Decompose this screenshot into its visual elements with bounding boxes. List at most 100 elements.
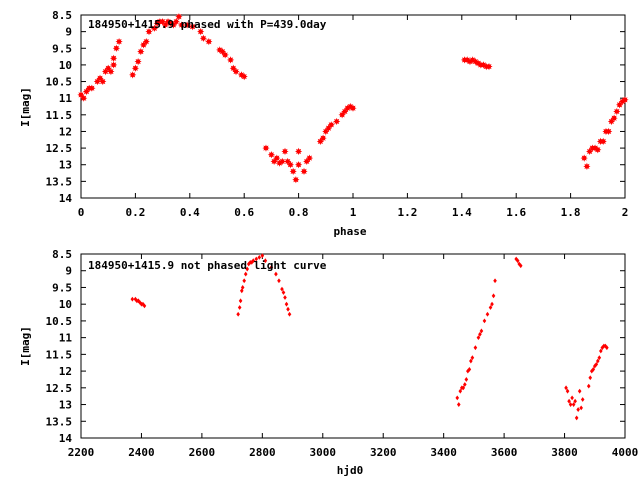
data-point — [603, 343, 608, 349]
data-point — [137, 48, 145, 56]
x-tick-label: 1 — [350, 206, 357, 219]
y-tick-label: 9.5 — [52, 281, 72, 294]
data-point — [110, 61, 118, 69]
data-point — [232, 68, 240, 76]
data-point — [599, 137, 607, 145]
unphased-light-curve-panel: 8.5 9 9.5 10 10.5 11 11.5 12 12.5 13 13.5 14 2200 24… — [19, 248, 638, 477]
data-point — [491, 293, 496, 299]
y-tick-label: 8.5 — [52, 248, 72, 261]
data-point — [267, 151, 275, 159]
x-tick-label: 0.8 — [289, 206, 309, 219]
y-axis-label: I[mag] — [19, 326, 32, 366]
y-tick-label: 10.5 — [46, 315, 73, 328]
data-point — [605, 345, 609, 351]
y-tick-labels: 8.5 9 9.5 10 10.5 11 11.5 12 12.5 13 13.5 14 — [46, 248, 73, 445]
y-axis-label: I[mag] — [19, 87, 32, 127]
data-point — [280, 286, 284, 292]
y-tick-label: 13 — [59, 159, 72, 172]
data-point — [240, 285, 245, 290]
data-point — [237, 305, 242, 310]
x-tick-label: 2 — [622, 206, 629, 219]
data-point — [599, 348, 603, 354]
data-point — [107, 68, 115, 76]
data-point — [476, 335, 481, 341]
data-point — [260, 253, 265, 259]
data-point — [286, 161, 294, 169]
data-point — [295, 161, 303, 169]
data-point — [464, 377, 469, 382]
data-point — [263, 258, 268, 264]
data-point — [573, 398, 577, 404]
data-point — [600, 345, 605, 351]
x-tick-label: 0 — [78, 206, 85, 219]
data-point — [110, 54, 118, 62]
tick-marks — [80, 253, 626, 439]
data-point — [88, 84, 96, 92]
data-point — [613, 107, 621, 116]
data-point — [493, 278, 497, 284]
data-point — [349, 104, 357, 112]
y-tick-label: 14 — [59, 432, 73, 445]
y-tick-label: 9 — [65, 265, 72, 278]
data-point — [284, 301, 289, 307]
data-point — [131, 64, 139, 72]
data-point — [490, 301, 494, 307]
data-point — [580, 397, 585, 402]
data-point — [129, 71, 137, 79]
chart-title: 184950+1415.9 not phased light curve — [88, 259, 327, 272]
data-point — [482, 318, 487, 324]
data-point — [305, 154, 314, 162]
data-point — [199, 34, 207, 42]
y-tick-label: 11 — [59, 92, 73, 105]
x-tick-label: 0.4 — [180, 206, 200, 219]
data-point — [134, 58, 142, 66]
y-tick-label: 12.5 — [46, 382, 73, 395]
data-points — [77, 13, 629, 184]
data-point — [577, 388, 582, 394]
data-point — [564, 385, 568, 391]
data-point — [130, 296, 135, 302]
x-tick-label: 0.2 — [125, 206, 145, 219]
data-point — [281, 147, 289, 155]
data-point — [142, 303, 147, 309]
data-point — [277, 278, 281, 284]
data-point — [136, 298, 141, 304]
x-axis-label: phase — [333, 225, 366, 238]
data-point — [150, 24, 158, 32]
x-tick-label: 4000 — [612, 446, 639, 459]
data-point — [597, 355, 602, 361]
data-point — [583, 162, 591, 170]
y-tick-label: 9 — [65, 26, 72, 39]
data-point — [262, 144, 270, 152]
data-point — [605, 127, 613, 136]
y-tick-label: 12 — [59, 125, 72, 138]
data-point — [479, 328, 484, 334]
y-tick-label: 11.5 — [46, 109, 73, 122]
data-point — [289, 167, 297, 175]
data-point — [274, 271, 278, 277]
data-point — [571, 402, 576, 407]
data-point — [327, 121, 335, 129]
y-tick-label: 8.5 — [52, 9, 72, 22]
data-point — [478, 331, 482, 337]
data-point — [570, 395, 574, 401]
data-point — [133, 296, 138, 302]
data-point — [319, 134, 327, 142]
data-point — [145, 28, 153, 36]
data-point — [242, 278, 246, 284]
data-point — [473, 345, 478, 351]
data-point — [485, 63, 493, 71]
data-point — [178, 21, 186, 29]
x-tick-label: 0.6 — [234, 206, 254, 219]
data-point — [591, 367, 596, 372]
x-tick-label: 2800 — [249, 446, 276, 459]
y-tick-label: 12 — [59, 365, 72, 378]
x-tick-label: 1.2 — [397, 206, 417, 219]
data-point — [287, 311, 292, 317]
data-point — [567, 398, 571, 404]
data-point — [172, 18, 180, 26]
data-point — [281, 290, 286, 295]
data-point — [292, 176, 300, 184]
